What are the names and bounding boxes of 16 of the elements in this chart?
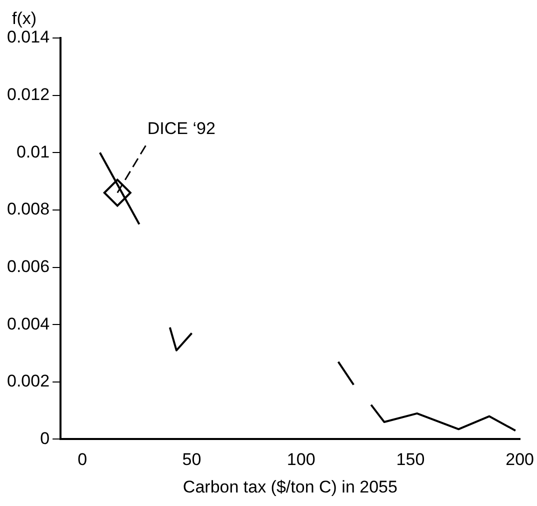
annotation: DICE ‘92 [147,118,216,138]
y-tick-label: 0 [40,428,50,448]
x-axis-title: Carbon tax ($/ton C) in 2055 [182,477,398,496]
y-tick-label: 0.01 [16,142,50,162]
x-tick-label: 50 [182,450,202,470]
x-tick-label: 150 [396,450,425,470]
y-tick-label: 0.014 [6,28,50,47]
y-tick-label: 0.004 [6,314,50,334]
y-tick-label: 0.002 [6,372,50,391]
y-axis-title: f(x) [12,9,37,28]
x-tick-label: 0 [78,450,88,470]
x-tick-label: 200 [506,450,534,470]
x-tick-label: 100 [286,450,316,470]
y-tick-label: 0.008 [6,200,50,219]
y-tick-label: 0.012 [6,85,50,104]
y-tick-label: 0.006 [6,256,50,276]
